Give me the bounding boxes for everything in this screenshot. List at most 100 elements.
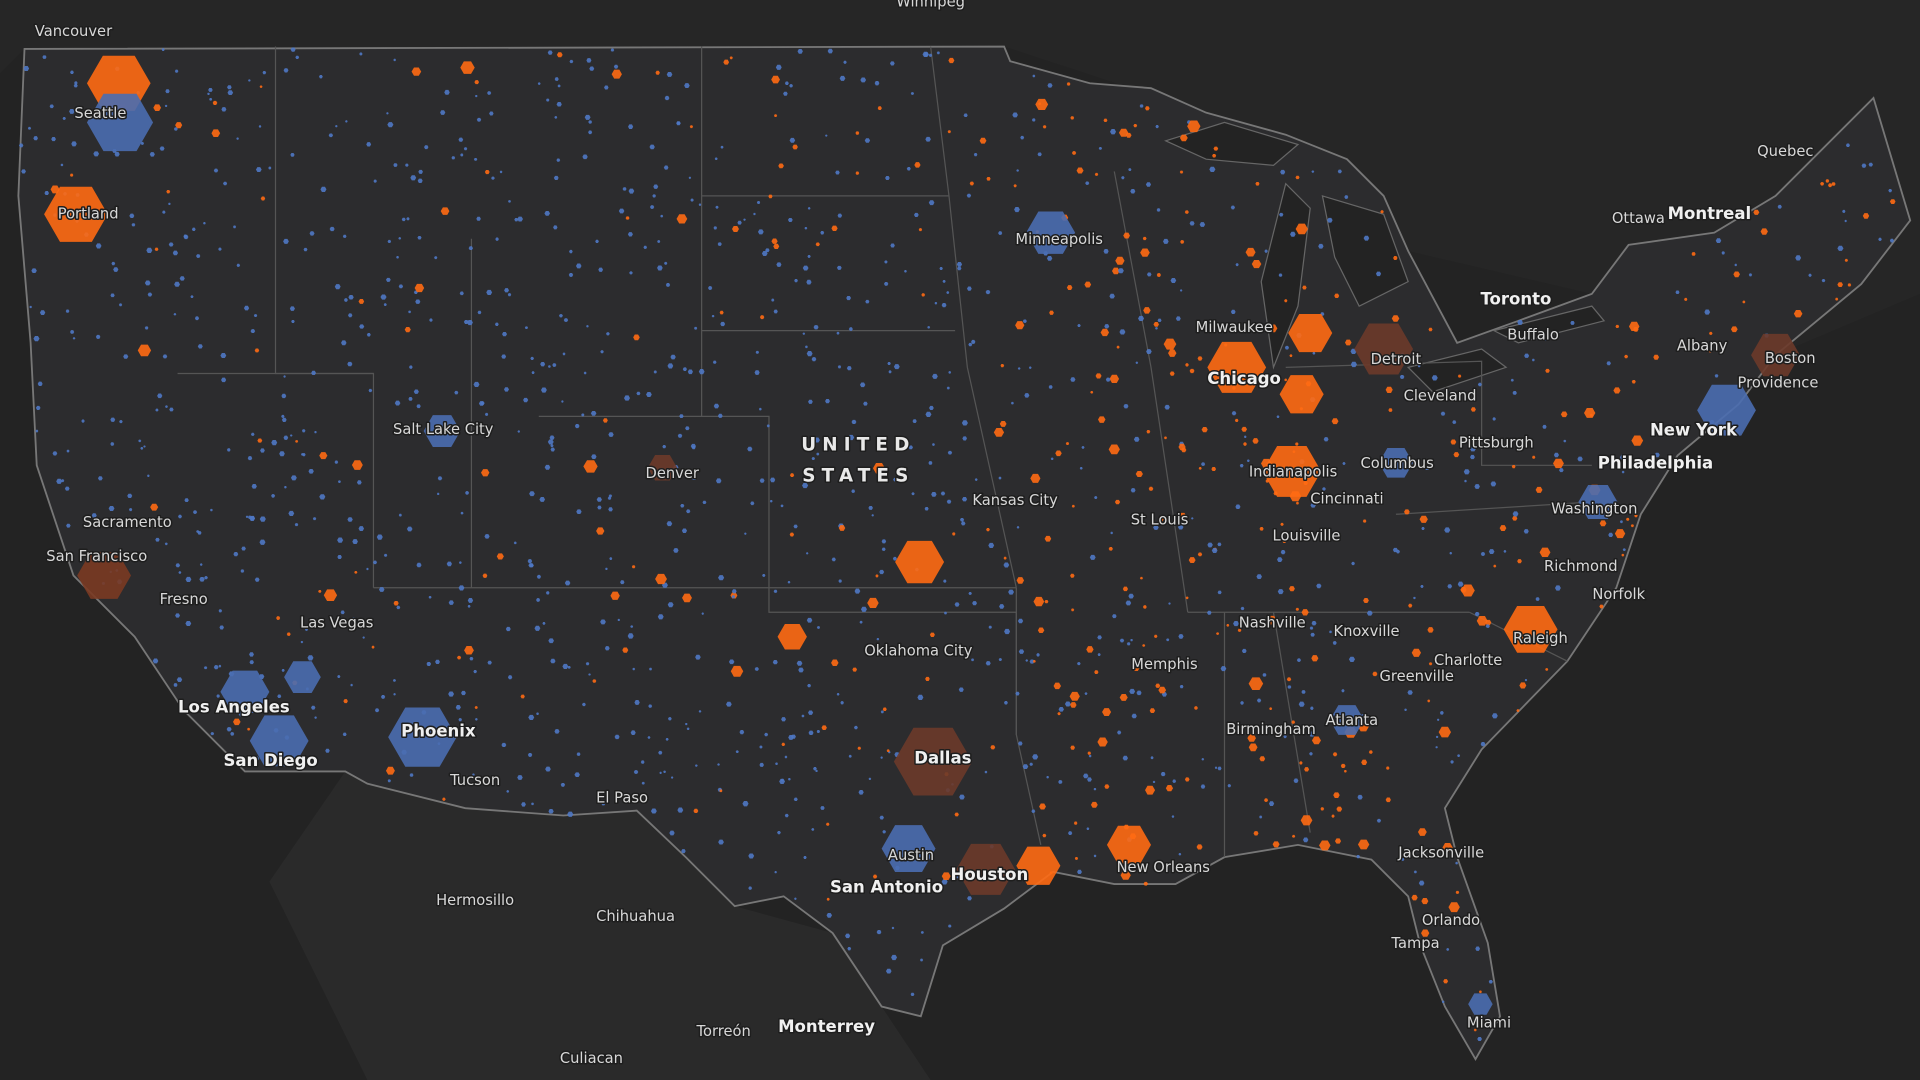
hex [111, 261, 116, 266]
hex [1318, 243, 1324, 249]
city-hex [1697, 384, 1756, 436]
hex [874, 81, 880, 86]
city-label: Louisville [1273, 527, 1341, 544]
hex [583, 371, 587, 375]
hex [633, 334, 640, 341]
hex [1015, 321, 1025, 330]
hex [1847, 283, 1852, 287]
hex [354, 570, 358, 574]
hex [811, 457, 816, 461]
hex [1087, 751, 1092, 755]
hex [259, 539, 266, 545]
hex [291, 319, 295, 324]
hex [680, 504, 685, 508]
hex [633, 770, 639, 774]
hex [474, 718, 478, 721]
hex [173, 683, 178, 687]
hex [417, 235, 422, 240]
hex [1444, 527, 1451, 533]
hex [1212, 154, 1217, 158]
hex [666, 72, 673, 77]
hex [748, 853, 755, 859]
hex [411, 67, 422, 76]
hex [221, 377, 227, 383]
hex [140, 141, 144, 145]
hex [1599, 520, 1607, 527]
hex [1821, 279, 1826, 283]
hex [607, 496, 612, 500]
hex [758, 407, 762, 411]
hex [1628, 321, 1640, 331]
hex [147, 474, 150, 477]
hex [588, 673, 591, 676]
hex [787, 217, 793, 222]
hex [756, 201, 761, 204]
hex [1457, 374, 1462, 378]
hex [586, 325, 589, 328]
city-label: Phoenix [401, 722, 476, 741]
hex [1291, 720, 1296, 724]
hex [860, 606, 867, 612]
hex [1835, 297, 1839, 301]
hex [1733, 271, 1740, 278]
city-label: Oklahoma City [864, 642, 973, 659]
hex [1268, 801, 1275, 806]
hex [1094, 496, 1098, 499]
hex [867, 597, 879, 608]
hex [1122, 755, 1128, 761]
hex [698, 710, 702, 713]
hex [774, 870, 777, 874]
hex [897, 880, 902, 885]
hex [788, 735, 794, 740]
hex [595, 239, 599, 243]
city-hex [1026, 211, 1076, 254]
hex [1234, 418, 1239, 422]
hex [473, 157, 478, 161]
hex [1299, 761, 1303, 765]
hex [1443, 979, 1449, 984]
hex [1013, 500, 1018, 504]
hex [620, 580, 625, 585]
hex [311, 370, 317, 376]
hex [227, 90, 234, 96]
hex [702, 500, 707, 504]
hex [128, 508, 133, 512]
hex [932, 373, 938, 379]
hex [1119, 329, 1126, 335]
hex [1200, 784, 1206, 789]
hex [93, 151, 100, 157]
hex [29, 305, 32, 309]
hex [161, 48, 165, 51]
hex [628, 124, 634, 129]
hex [774, 114, 778, 118]
hex [1016, 526, 1020, 529]
hex [504, 288, 510, 293]
hex [914, 162, 921, 168]
hex [1400, 857, 1405, 861]
hex [569, 249, 573, 254]
hex [1704, 309, 1711, 315]
hex [553, 225, 558, 230]
hex [940, 491, 946, 496]
hex [581, 413, 585, 417]
hex [398, 237, 402, 240]
hex [608, 432, 614, 437]
hex [851, 489, 856, 493]
hex [1333, 792, 1340, 798]
hex [1793, 310, 1803, 318]
hex [474, 706, 478, 709]
hex [1077, 324, 1081, 327]
hex [847, 947, 852, 951]
hex [1624, 354, 1629, 359]
hex [110, 442, 115, 446]
hex [831, 225, 838, 232]
hex [52, 451, 58, 456]
hex [606, 332, 610, 336]
hex [1828, 183, 1833, 188]
hex [1777, 204, 1782, 209]
hex [281, 414, 285, 418]
city-hex [1354, 323, 1414, 375]
hex [998, 476, 1002, 480]
hex [1709, 331, 1713, 335]
hex [1268, 324, 1278, 333]
